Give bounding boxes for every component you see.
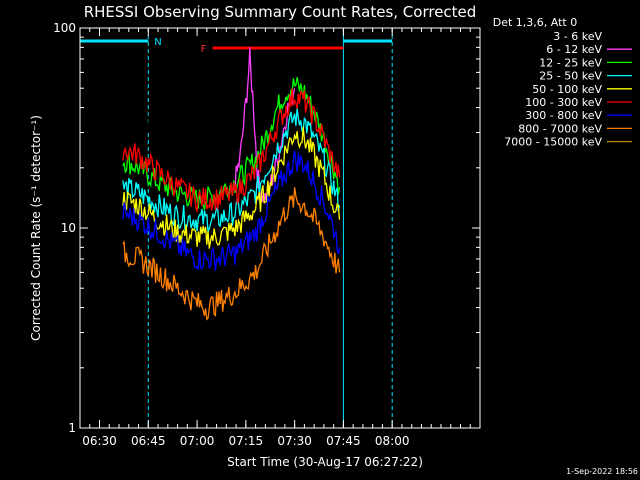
chart-title: RHESSI Observing Summary Count Rates, Co… bbox=[84, 3, 477, 21]
legend-label: 25 - 50 keV bbox=[539, 70, 602, 83]
y-tick-label: 10 bbox=[61, 221, 76, 235]
y-tick-label: 1 bbox=[68, 421, 76, 435]
x-tick-label: 08:00 bbox=[375, 434, 410, 448]
legend-title: Det 1,3,6, Att 0 bbox=[493, 16, 577, 29]
x-tick-label: 07:30 bbox=[277, 434, 312, 448]
series-line bbox=[122, 150, 341, 271]
flare-label: F bbox=[201, 44, 207, 55]
x-tick-label: 07:45 bbox=[326, 434, 361, 448]
series-line bbox=[122, 108, 341, 234]
legend-label: 7000 - 15000 keV bbox=[504, 136, 602, 149]
x-tick-label: 06:30 bbox=[82, 434, 117, 448]
x-tick-label: 07:00 bbox=[180, 434, 215, 448]
x-tick-label: 07:15 bbox=[229, 434, 264, 448]
y-axis-label: Corrected Count Rate (s⁻¹ detector⁻¹) bbox=[29, 115, 43, 341]
legend-label: 100 - 300 keV bbox=[525, 96, 602, 109]
legend-label: 12 - 25 keV bbox=[539, 56, 602, 69]
series-line bbox=[122, 83, 341, 139]
series-line bbox=[122, 187, 341, 321]
legend-label: 3 - 6 keV bbox=[553, 30, 602, 43]
flare-periods: F bbox=[201, 44, 344, 55]
series-lines bbox=[122, 47, 341, 321]
night-label: N bbox=[154, 37, 161, 48]
legend-label: 50 - 100 keV bbox=[532, 83, 602, 96]
footer-timestamp: 1-Sep-2022 18:56 bbox=[566, 467, 638, 476]
legend-label: 300 - 800 keV bbox=[525, 109, 602, 122]
legend-label: 6 - 12 keV bbox=[546, 43, 602, 56]
series-line bbox=[231, 47, 296, 204]
y-tick-label: 100 bbox=[53, 21, 76, 35]
x-axis-label: Start Time (30-Aug-17 06:27:22) bbox=[227, 455, 423, 469]
x-tick-label: 06:45 bbox=[131, 434, 166, 448]
series-line bbox=[122, 88, 341, 214]
series-line bbox=[122, 126, 341, 249]
legend-label: 800 - 7000 keV bbox=[518, 122, 602, 135]
axes: 06:30 06:45 07:00 07:15 07:30 07:45 08:00 1 10 10… bbox=[53, 21, 481, 448]
